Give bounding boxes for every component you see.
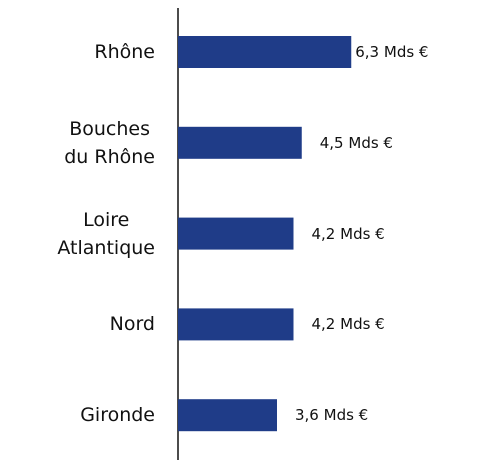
- bar: [178, 36, 352, 68]
- category-text: Gironde: [80, 404, 155, 427]
- bar: [178, 399, 277, 432]
- value-label: 4,5 Mds €: [319, 133, 393, 152]
- value-label: 4,2 Mds €: [311, 224, 385, 243]
- value-label: 6,3 Mds €: [355, 43, 429, 61]
- category-label: Bouches du Rhône: [0, 115, 155, 171]
- category-text: Loire Atlantique: [57, 208, 155, 259]
- category-label: Gironde: [0, 401, 155, 429]
- category-label: Loire Atlantique: [0, 206, 155, 262]
- category-label: Rhône: [0, 38, 155, 66]
- category-text: Bouches du Rhône: [64, 117, 155, 168]
- bar: [178, 126, 302, 159]
- category-label: Nord: [0, 310, 155, 338]
- bar: [178, 217, 294, 250]
- category-text: Nord: [109, 313, 155, 336]
- value-label: 3,6 Mds €: [295, 406, 369, 425]
- value-label: 4,2 Mds €: [311, 315, 385, 334]
- bar: [178, 308, 294, 341]
- category-text: Rhône: [94, 41, 155, 63]
